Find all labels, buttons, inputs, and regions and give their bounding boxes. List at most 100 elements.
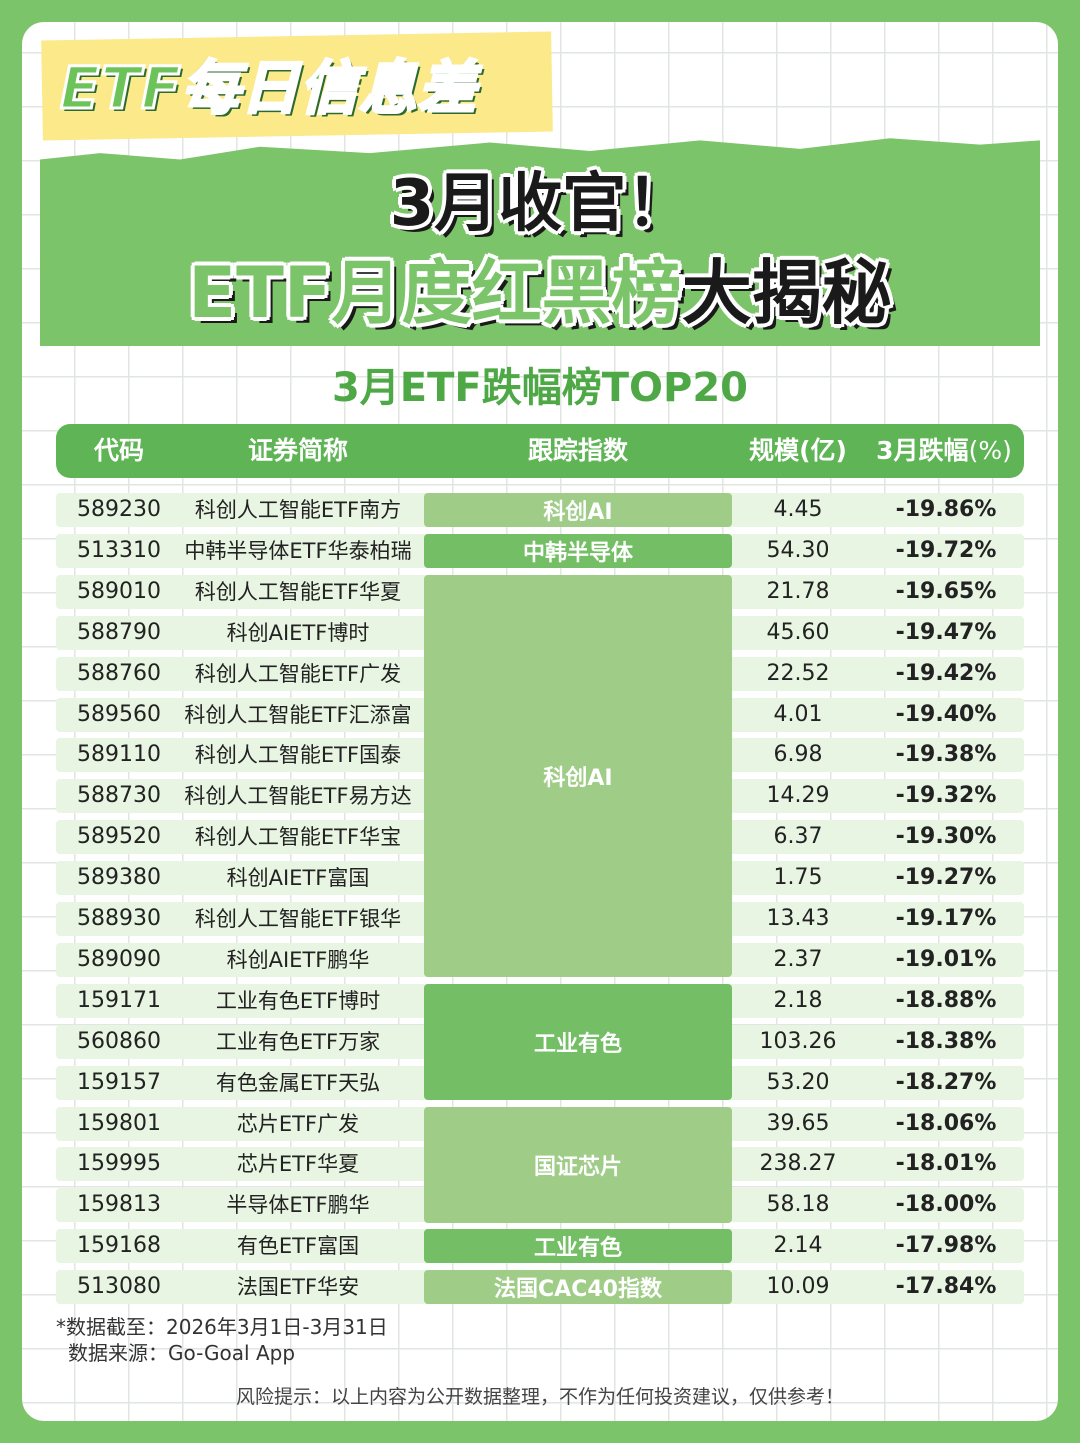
- cell-code: 159157: [77, 1070, 161, 1095]
- cell-scale: 54.30: [766, 538, 830, 563]
- cell-change: -19.65%: [895, 579, 997, 604]
- cell-name: 工业有色ETF万家: [215, 1030, 381, 1054]
- cell-change: -19.72%: [895, 538, 997, 563]
- index-group-cell: 科创AI: [424, 493, 732, 527]
- cell-scale: 39.65: [766, 1111, 830, 1136]
- cell-change: -19.42%: [895, 661, 997, 686]
- cell-change: -17.98%: [895, 1233, 997, 1258]
- cell-name: 科创人工智能ETF国泰: [194, 743, 402, 767]
- cell-name: 法国ETF华安: [236, 1275, 360, 1299]
- cell-code: 588730: [77, 783, 161, 808]
- table-subtitle: 3月ETF跌幅榜TOP20: [331, 365, 749, 411]
- cell-change: -18.27%: [895, 1070, 997, 1095]
- cell-change: -18.01%: [895, 1151, 997, 1176]
- cell-code: 513310: [77, 538, 161, 563]
- table-header: [56, 424, 1024, 478]
- index-group-cell: 中韩半导体: [424, 534, 732, 568]
- header-scale: 规模(亿): [749, 436, 847, 465]
- header-change-unit: (%): [968, 436, 1012, 465]
- cell-scale: 45.60: [766, 620, 830, 645]
- cell-code: 560860: [77, 1029, 161, 1054]
- cell-code: 589110: [77, 742, 161, 767]
- cell-name: 科创人工智能ETF银华: [194, 907, 402, 931]
- cell-name: 工业有色ETF博时: [215, 989, 381, 1013]
- title-black-part: 大揭秘: [681, 252, 892, 334]
- cell-name: 科创人工智能ETF南方: [194, 498, 402, 522]
- cell-code: 159171: [77, 988, 161, 1013]
- cell-scale: 1.75: [773, 865, 823, 890]
- header-code: 代码: [93, 436, 144, 465]
- cell-name: 有色金属ETF天弘: [215, 1071, 381, 1095]
- cell-name: 科创人工智能ETF广发: [194, 662, 402, 686]
- cell-change: -19.30%: [895, 824, 997, 849]
- cell-scale: 58.18: [766, 1192, 830, 1217]
- cell-name: 科创人工智能ETF汇添富: [184, 703, 412, 727]
- cell-name: 中韩半导体ETF华泰柏瑞: [184, 539, 412, 563]
- cell-code: 588760: [77, 661, 161, 686]
- cell-change: -18.38%: [895, 1029, 997, 1054]
- cell-name: 科创AIETF鹏华: [226, 948, 370, 972]
- cell-name: 芯片ETF华夏: [236, 1152, 360, 1176]
- main-title-line1: 3月收官！: [389, 167, 691, 241]
- cell-code: 589090: [77, 947, 161, 972]
- cell-code: 589560: [77, 702, 161, 727]
- cell-scale: 2.37: [773, 947, 823, 972]
- cell-scale: 2.14: [773, 1233, 823, 1258]
- cell-change: -19.86%: [895, 497, 997, 522]
- cell-change: -17.84%: [895, 1274, 997, 1299]
- poster-card: ETF每日信息差 3月收官！ ETF月度红黑榜大揭秘 3月ETF跌幅榜TOP20…: [22, 22, 1058, 1421]
- cell-change: -18.00%: [895, 1192, 997, 1217]
- cell-scale: 4.45: [773, 497, 823, 522]
- cell-scale: 6.37: [773, 824, 823, 849]
- index-group-cell: 工业有色: [424, 1229, 732, 1263]
- cell-code: 589230: [77, 497, 161, 522]
- cell-change: -18.06%: [895, 1111, 997, 1136]
- index-group-cell: 科创AI: [424, 575, 732, 977]
- cell-scale: 6.98: [773, 742, 823, 767]
- cell-change: -19.32%: [895, 783, 997, 808]
- header-index: 跟踪指数: [527, 436, 628, 465]
- cell-code: 589010: [77, 579, 161, 604]
- cell-name: 科创人工智能ETF易方达: [184, 784, 412, 808]
- cell-name: 科创人工智能ETF华宝: [194, 825, 402, 849]
- cell-change: -19.17%: [895, 906, 997, 931]
- cell-name: 科创AIETF富国: [226, 866, 370, 890]
- cell-code: 588790: [77, 620, 161, 645]
- header-change-label: 3月跌幅: [876, 436, 969, 465]
- title-green-part: ETF月度红黑榜: [188, 252, 682, 334]
- index-group-cell: 工业有色: [424, 984, 732, 1100]
- cell-scale: 13.43: [766, 906, 830, 931]
- cell-name: 芯片ETF广发: [236, 1112, 360, 1136]
- header-name: 证券简称: [247, 436, 348, 465]
- cell-scale: 53.20: [766, 1070, 830, 1095]
- cell-change: -19.38%: [895, 742, 997, 767]
- main-title-line2: ETF月度红黑榜大揭秘: [22, 250, 1058, 336]
- index-group-cell: 法国CAC40指数: [424, 1270, 732, 1304]
- data-source-note: 数据来源：Go-Goal App: [68, 1341, 296, 1365]
- cell-code: 588930: [77, 906, 161, 931]
- cell-name: 有色ETF富国: [236, 1234, 360, 1258]
- cell-code: 159813: [77, 1192, 161, 1217]
- cell-name: 半导体ETF鹏华: [226, 1193, 370, 1217]
- cell-scale: 10.09: [766, 1274, 830, 1299]
- cell-change: -19.27%: [895, 865, 997, 890]
- index-group-cell: 国证芯片: [424, 1107, 732, 1223]
- cell-change: -18.88%: [895, 988, 997, 1013]
- cell-code: 589520: [77, 824, 161, 849]
- cell-change: -19.01%: [895, 947, 997, 972]
- cell-code: 159168: [77, 1233, 161, 1258]
- cell-scale: 21.78: [766, 579, 830, 604]
- cell-scale: 4.01: [773, 702, 823, 727]
- data-date-note: *数据截至：2026年3月1日-3月31日: [56, 1315, 388, 1339]
- cell-scale: 14.29: [766, 783, 830, 808]
- cell-scale: 22.52: [766, 661, 830, 686]
- cell-change: -19.47%: [895, 620, 997, 645]
- cell-code: 159801: [77, 1111, 161, 1136]
- cell-name: 科创人工智能ETF华夏: [194, 580, 402, 604]
- header-change: 3月跌幅(%): [862, 424, 1026, 478]
- cell-code: 589380: [77, 865, 161, 890]
- cell-scale: 2.18: [773, 988, 823, 1013]
- cell-scale: 238.27: [759, 1151, 837, 1176]
- cell-scale: 103.26: [759, 1029, 837, 1054]
- cell-change: -19.40%: [895, 702, 997, 727]
